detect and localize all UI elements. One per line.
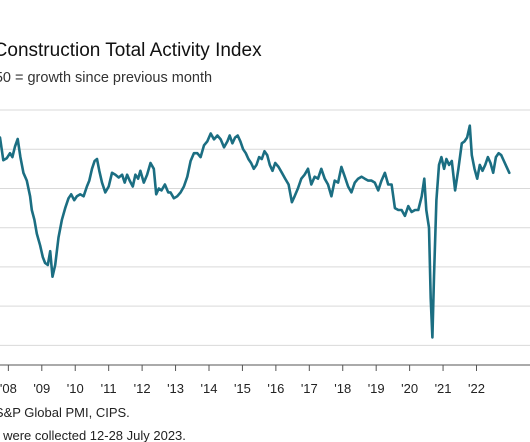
gridlines — [0, 109, 530, 366]
chart-title: UK Construction Total Activity Index — [0, 40, 530, 70]
x-axis: '07'08'09'10'11'12'13'14'15'16'17'18'19'… — [0, 365, 485, 396]
x-tick-label: '14 — [201, 381, 218, 396]
chart-subtitle: sa, >50 = growth since previous month — [0, 70, 530, 90]
x-tick-label: '10 — [67, 381, 84, 396]
x-tick-label: '08 — [0, 381, 17, 396]
x-tick-label: '21 — [435, 381, 452, 396]
collection-note: Data were collected 12-28 July 2023. — [0, 428, 530, 442]
x-tick-label: '15 — [234, 381, 251, 396]
collection-note-text: Data were collected 12-28 July 2023. — [0, 428, 186, 442]
chart-subtitle-text: sa, >50 = growth since previous month — [0, 70, 213, 86]
source-note: Sources: S&P Global PMI, CIPS. — [0, 405, 530, 423]
x-tick-label: '11 — [101, 381, 117, 396]
chart-title-text: UK Construction Total Activity Index — [0, 40, 262, 61]
x-tick-label: '22 — [468, 381, 485, 396]
x-tick-label: '17 — [301, 381, 318, 396]
x-tick-label: '09 — [33, 381, 50, 396]
series-layer — [0, 124, 511, 339]
x-tick-label: '13 — [167, 381, 184, 396]
series-line — [0, 124, 511, 339]
x-tick-label: '19 — [368, 381, 385, 396]
x-tick-label: '12 — [134, 381, 151, 396]
x-tick-label: '16 — [267, 381, 284, 396]
x-tick-label: '20 — [401, 381, 418, 396]
x-tick-label: '18 — [334, 381, 351, 396]
source-note-text: Sources: S&P Global PMI, CIPS. — [0, 405, 130, 420]
